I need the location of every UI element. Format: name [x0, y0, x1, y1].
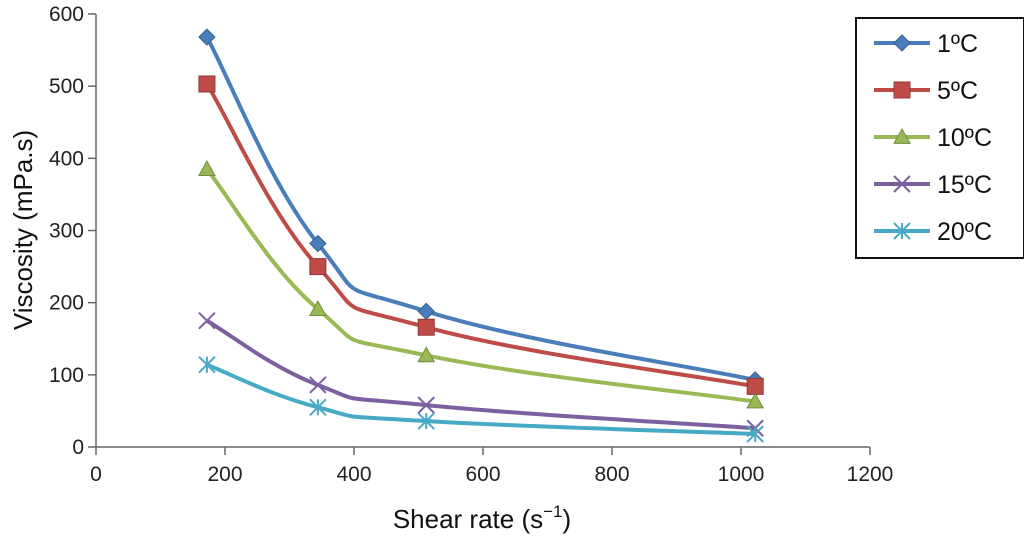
- legend-marker: [893, 34, 911, 52]
- marker-stroke: [417, 396, 435, 414]
- legend-marker: [893, 175, 911, 193]
- axes: 0 100 200 300 400 500 600 0 200 400 600 800 1000 1200: [49, 3, 893, 486]
- legend-label: 10ºC: [937, 124, 992, 152]
- x-tick-label: 400: [336, 463, 371, 486]
- x-tick-label: 0: [90, 463, 102, 486]
- marker-stroke: [309, 376, 327, 394]
- legend-label: 20ºC: [937, 218, 992, 246]
- data-point: [198, 356, 216, 374]
- legend: 1ºC 5ºC 10ºC 15ºC 20ºC: [855, 17, 1024, 259]
- y-axis-title: Viscosity (mPa.s): [8, 130, 38, 330]
- legend-marker: [893, 222, 911, 240]
- legend-marker: [893, 127, 911, 144]
- series-2: [198, 75, 764, 395]
- y-tick-label: 200: [49, 292, 84, 315]
- series-line: [205, 82, 756, 389]
- x-tick-label: 800: [594, 463, 629, 486]
- y-tick-label: 500: [49, 75, 84, 98]
- series-line: [205, 318, 756, 431]
- data-point: [198, 28, 216, 46]
- data-point: [417, 318, 435, 336]
- data-point: [198, 75, 216, 93]
- series-line: [206, 362, 756, 437]
- series-layer: [198, 28, 765, 443]
- legend-entry: 1ºC: [874, 30, 978, 58]
- x-axis-title: Shear rate (s−1): [393, 502, 571, 534]
- y-tick-label: 400: [49, 147, 84, 170]
- data-point: [309, 234, 327, 253]
- data-point: [417, 396, 435, 414]
- legend-entry: 10ºC: [874, 124, 992, 152]
- series-1: [198, 28, 764, 389]
- data-point: [309, 398, 327, 417]
- legend-label: 5ºC: [937, 77, 978, 105]
- data-point: [198, 312, 216, 330]
- x-tick-label: 1200: [847, 463, 894, 486]
- data-point: [746, 377, 764, 395]
- legend-entry: 20ºC: [874, 218, 992, 246]
- x-tick-label: 1000: [718, 463, 765, 486]
- x-tick-label: 200: [207, 463, 242, 486]
- legend-entry: 15ºC: [874, 171, 992, 199]
- legend-label: 1ºC: [937, 30, 978, 58]
- series-line: [205, 36, 756, 382]
- data-point: [746, 392, 765, 409]
- series-3: [198, 160, 765, 409]
- marker-stroke: [893, 175, 911, 193]
- legend-marker: [893, 81, 911, 99]
- legend-entry: 5ºC: [874, 77, 978, 105]
- data-point: [198, 160, 216, 177]
- legend-label: 15ºC: [937, 171, 992, 199]
- x-tick-label: 600: [465, 463, 500, 486]
- series-5: [198, 356, 764, 443]
- marker-stroke: [198, 312, 216, 330]
- series-line: [205, 167, 756, 404]
- data-point: [309, 376, 327, 394]
- data-point: [417, 346, 436, 363]
- y-tick-label: 100: [49, 364, 84, 387]
- data-point: [309, 258, 327, 276]
- y-tick-label: 0: [72, 436, 84, 459]
- data-point: [309, 300, 327, 317]
- y-tick-label: 300: [49, 220, 84, 243]
- data-point: [417, 412, 435, 430]
- data-point: [746, 425, 764, 443]
- y-tick-label: 600: [49, 3, 84, 26]
- data-point: [417, 302, 435, 321]
